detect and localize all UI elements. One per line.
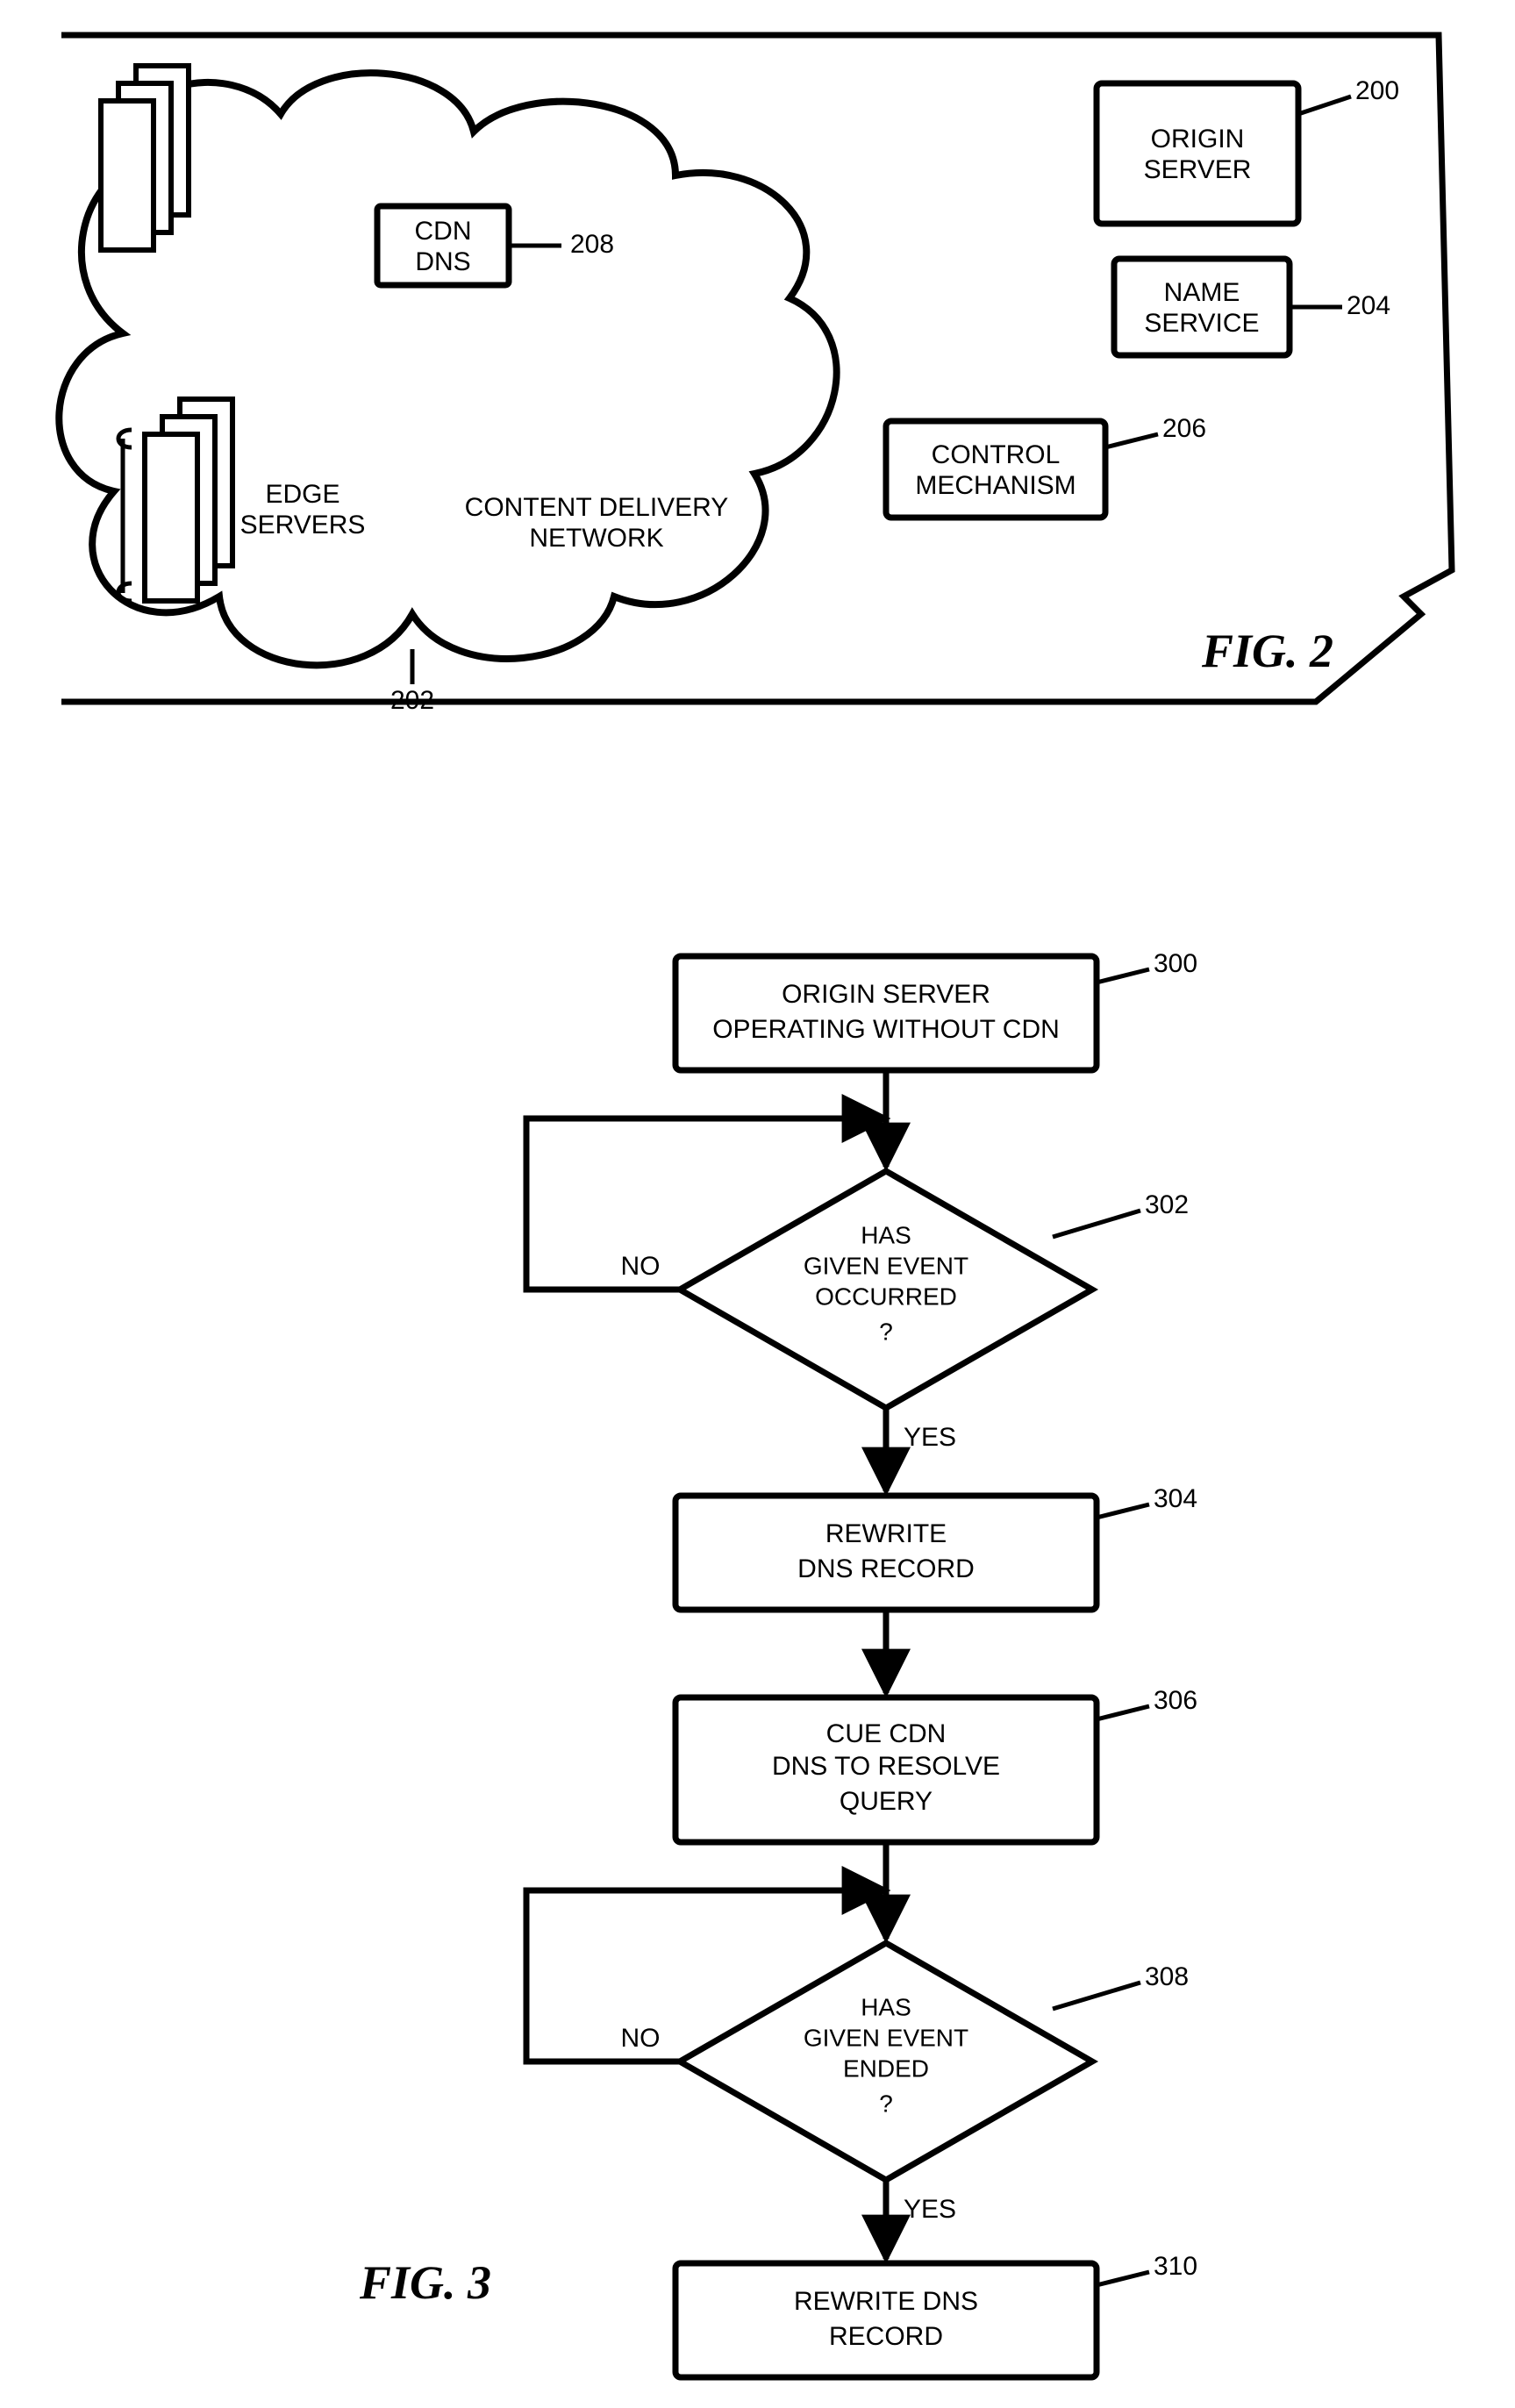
n300-ref: 300 <box>1154 949 1197 978</box>
edge-label-2: SERVERS <box>240 511 366 539</box>
n300-l1: ORIGIN SERVER <box>782 980 990 1009</box>
n306-l1: CUE CDN <box>826 1719 947 1748</box>
n310-ref: 310 <box>1154 2252 1197 2281</box>
n302-l4: ? <box>879 1318 893 1345</box>
n302-yes: YES <box>904 1423 956 1452</box>
n302-l3: OCCURRED <box>815 1283 957 1310</box>
n304-l2: DNS RECORD <box>797 1554 975 1583</box>
n306-ref: 306 <box>1154 1686 1197 1715</box>
control-leader <box>1105 434 1158 447</box>
name-svc-ref: 204 <box>1347 291 1390 320</box>
figure-3: ORIGIN SERVER OPERATING WITHOUT CDN 300 … <box>359 949 1197 2377</box>
cloud-ref: 202 <box>390 686 434 715</box>
n308-yes: YES <box>904 2195 956 2224</box>
n302-leader <box>1053 1211 1140 1237</box>
n304-leader <box>1097 1504 1149 1518</box>
n308-no: NO <box>621 2024 661 2053</box>
fig3-label: FIG. 3 <box>359 2256 491 2309</box>
control-2: MECHANISM <box>915 471 1076 500</box>
n302-l2: GIVEN EVENT <box>804 1252 968 1279</box>
control-box <box>886 421 1105 518</box>
n302-no: NO <box>621 1252 661 1281</box>
n300-l2: OPERATING WITHOUT CDN <box>712 1015 1060 1044</box>
n308-l1: HAS <box>861 1993 911 2020</box>
n304-l1: REWRITE <box>825 1519 947 1548</box>
n310-l2: RECORD <box>829 2322 943 2351</box>
server-stack-icon <box>101 66 189 250</box>
fig2-label: FIG. 2 <box>1201 625 1333 677</box>
origin-text-1: ORIGIN <box>1151 125 1245 154</box>
node-310 <box>675 2263 1097 2377</box>
edge-servers-icon <box>118 399 232 601</box>
n310-leader <box>1097 2272 1149 2285</box>
n306-leader <box>1097 1706 1149 1719</box>
n308-leader <box>1053 1983 1140 2009</box>
cdn-dns-ref: 208 <box>570 230 614 259</box>
name-service-box <box>1114 259 1290 355</box>
control-1: CONTROL <box>932 440 1061 469</box>
name-svc-1: NAME <box>1164 278 1240 307</box>
origin-leader <box>1298 96 1351 114</box>
n306-l2: DNS TO RESOLVE <box>772 1752 1000 1781</box>
node-300 <box>675 956 1097 1070</box>
cdn-dns-text-2: DNS <box>415 247 470 276</box>
origin-ref: 200 <box>1355 76 1399 105</box>
n300-leader <box>1097 969 1149 982</box>
n308-l2: GIVEN EVENT <box>804 2024 968 2051</box>
n310-l1: REWRITE DNS <box>794 2287 978 2316</box>
node-304 <box>675 1496 1097 1610</box>
n308-l4: ? <box>879 2090 893 2117</box>
cloud-label-1: CONTENT DELIVERY <box>465 493 729 522</box>
n308-l3: ENDED <box>843 2054 929 2082</box>
cloud-label-2: NETWORK <box>529 524 663 553</box>
cdn-dns-text: CDN <box>415 217 472 246</box>
n308-ref: 308 <box>1145 1962 1189 1991</box>
name-svc-2: SERVICE <box>1144 309 1259 338</box>
n302-l1: HAS <box>861 1221 911 1248</box>
edge-label-1: EDGE <box>265 480 339 509</box>
origin-text-2: SERVER <box>1144 155 1252 184</box>
n306-l3: QUERY <box>840 1787 933 1816</box>
control-ref: 206 <box>1162 414 1206 443</box>
n302-ref: 302 <box>1145 1190 1189 1219</box>
origin-server-box <box>1097 83 1298 224</box>
n304-ref: 304 <box>1154 1484 1197 1513</box>
figure-2: CDN DNS 208 EDGE SERVERS CONTENT DELIVER… <box>59 35 1452 715</box>
